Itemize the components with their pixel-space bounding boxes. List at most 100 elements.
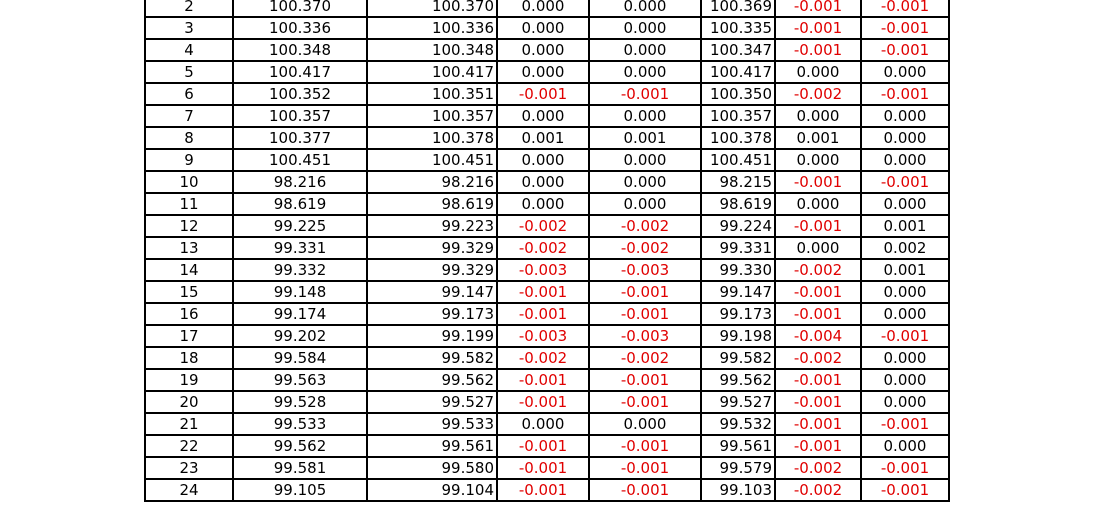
table-row: 14 99.332 99.329 -0.003 -0.003 99.330 -0.002 0.… [144, 258, 950, 282]
value-b-cell: 100.378 [366, 126, 498, 150]
table-row: 18 99.584 99.582 -0.002 -0.002 99.582 -0.002 0.… [144, 346, 950, 370]
row-index-cell: 14 [144, 258, 234, 282]
diff-2-cell: -0.001 [588, 478, 702, 502]
diff-1-cell: -0.001 [496, 456, 590, 480]
diff-1-cell: -0.002 [496, 236, 590, 260]
value-c-cell: 99.582 [700, 346, 776, 370]
diff-4-cell: 0.000 [860, 60, 950, 84]
row-index-cell: 4 [144, 38, 234, 62]
diff-4-cell: 0.000 [860, 192, 950, 216]
diff-3-cell: -0.001 [774, 368, 862, 392]
value-a-cell: 98.216 [232, 170, 368, 194]
diff-2-cell: 0.000 [588, 16, 702, 40]
value-b-cell: 99.580 [366, 456, 498, 480]
diff-1-cell: 0.001 [496, 126, 590, 150]
row-index-cell: 22 [144, 434, 234, 458]
table-row: 23 99.581 99.580 -0.001 -0.001 99.579 -0.002 -0… [144, 456, 950, 480]
table-row: 2 100.370 100.370 0.000 0.000 100.369 -0.001 -0… [144, 0, 950, 18]
row-index-cell: 15 [144, 280, 234, 304]
value-c-cell: 100.335 [700, 16, 776, 40]
table-row: 7 100.357 100.357 0.000 0.000 100.357 0.000 0.0… [144, 104, 950, 128]
value-a-cell: 99.332 [232, 258, 368, 282]
row-index-cell: 7 [144, 104, 234, 128]
diff-3-cell: 0.000 [774, 236, 862, 260]
value-a-cell: 99.225 [232, 214, 368, 238]
value-a-cell: 100.377 [232, 126, 368, 150]
value-a-cell: 100.352 [232, 82, 368, 106]
row-index-cell: 17 [144, 324, 234, 348]
row-index-cell: 12 [144, 214, 234, 238]
table-row: 11 98.619 98.619 0.000 0.000 98.619 0.000 0.000 [144, 192, 950, 216]
diff-1-cell: -0.001 [496, 82, 590, 106]
diff-2-cell: 0.000 [588, 104, 702, 128]
table-row: 10 98.216 98.216 0.000 0.000 98.215 -0.001 -0.0… [144, 170, 950, 194]
diff-2-cell: 0.000 [588, 170, 702, 194]
value-a-cell: 99.528 [232, 390, 368, 414]
value-a-cell: 98.619 [232, 192, 368, 216]
value-c-cell: 99.198 [700, 324, 776, 348]
value-b-cell: 99.562 [366, 368, 498, 392]
value-a-cell: 99.533 [232, 412, 368, 436]
diff-1-cell: -0.002 [496, 214, 590, 238]
diff-3-cell: -0.002 [774, 258, 862, 282]
row-index-cell: 21 [144, 412, 234, 436]
diff-1-cell: 0.000 [496, 192, 590, 216]
value-b-cell: 99.104 [366, 478, 498, 502]
diff-2-cell: 0.000 [588, 192, 702, 216]
diff-2-cell: -0.001 [588, 434, 702, 458]
diff-3-cell: -0.001 [774, 0, 862, 18]
row-index-cell: 11 [144, 192, 234, 216]
diff-3-cell: -0.001 [774, 16, 862, 40]
diff-3-cell: -0.001 [774, 302, 862, 326]
diff-2-cell: 0.000 [588, 412, 702, 436]
value-c-cell: 98.619 [700, 192, 776, 216]
diff-2-cell: -0.001 [588, 302, 702, 326]
diff-3-cell: -0.002 [774, 456, 862, 480]
value-b-cell: 100.348 [366, 38, 498, 62]
table-body: 2 100.370 100.370 0.000 0.000 100.369 -0.001 -0… [144, 0, 950, 502]
table-row: 6 100.352 100.351 -0.001 -0.001 100.350 -0.002… [144, 82, 950, 106]
diff-4-cell: -0.001 [860, 38, 950, 62]
value-c-cell: 100.451 [700, 148, 776, 172]
value-b-cell: 99.329 [366, 258, 498, 282]
value-c-cell: 99.561 [700, 434, 776, 458]
value-a-cell: 99.331 [232, 236, 368, 260]
diff-2-cell: -0.001 [588, 390, 702, 414]
diff-3-cell: -0.004 [774, 324, 862, 348]
row-index-cell: 10 [144, 170, 234, 194]
diff-2-cell: -0.003 [588, 324, 702, 348]
diff-2-cell: -0.002 [588, 236, 702, 260]
table-row: 8 100.377 100.378 0.001 0.001 100.378 0.001 0.0… [144, 126, 950, 150]
diff-1-cell: -0.001 [496, 368, 590, 392]
diff-4-cell: 0.000 [860, 148, 950, 172]
diff-1-cell: -0.001 [496, 434, 590, 458]
value-c-cell: 99.579 [700, 456, 776, 480]
diff-1-cell: 0.000 [496, 38, 590, 62]
value-c-cell: 99.532 [700, 412, 776, 436]
row-index-cell: 9 [144, 148, 234, 172]
table-row: 20 99.528 99.527 -0.001 -0.001 99.527 -0.001 0.… [144, 390, 950, 414]
diff-2-cell: -0.002 [588, 346, 702, 370]
table-row: 5 100.417 100.417 0.000 0.000 100.417 0.000 0.0… [144, 60, 950, 84]
diff-1-cell: 0.000 [496, 16, 590, 40]
diff-3-cell: 0.000 [774, 60, 862, 84]
diff-2-cell: 0.001 [588, 126, 702, 150]
row-index-cell: 19 [144, 368, 234, 392]
diff-4-cell: 0.000 [860, 368, 950, 392]
value-c-cell: 100.350 [700, 82, 776, 106]
value-a-cell: 100.357 [232, 104, 368, 128]
value-b-cell: 99.147 [366, 280, 498, 304]
diff-3-cell: -0.002 [774, 346, 862, 370]
value-c-cell: 99.147 [700, 280, 776, 304]
diff-3-cell: 0.001 [774, 126, 862, 150]
diff-1-cell: -0.003 [496, 258, 590, 282]
value-c-cell: 99.173 [700, 302, 776, 326]
value-a-cell: 99.584 [232, 346, 368, 370]
value-b-cell: 99.329 [366, 236, 498, 260]
diff-3-cell: -0.001 [774, 38, 862, 62]
table-row: 4 100.348 100.348 0.000 0.000 100.347 -0.001 -0… [144, 38, 950, 62]
table-row: 9 100.451 100.451 0.000 0.000 100.451 0.000 0.0… [144, 148, 950, 172]
value-b-cell: 100.336 [366, 16, 498, 40]
value-b-cell: 99.223 [366, 214, 498, 238]
